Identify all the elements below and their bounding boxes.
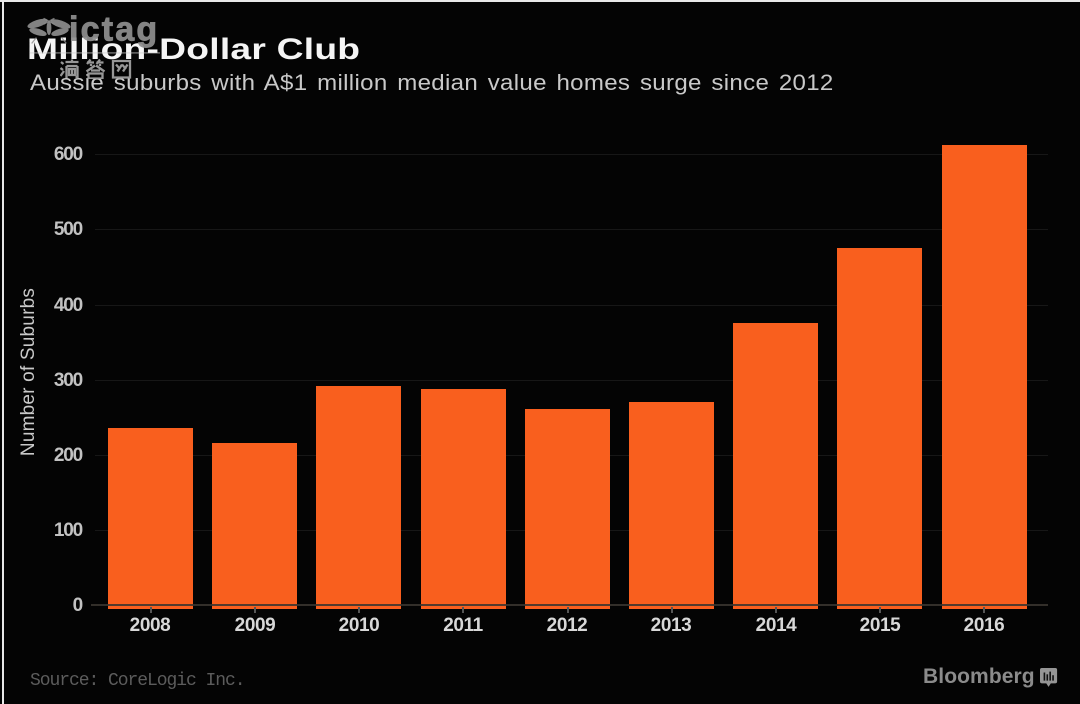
svg-text:ictag: ictag: [69, 11, 159, 49]
